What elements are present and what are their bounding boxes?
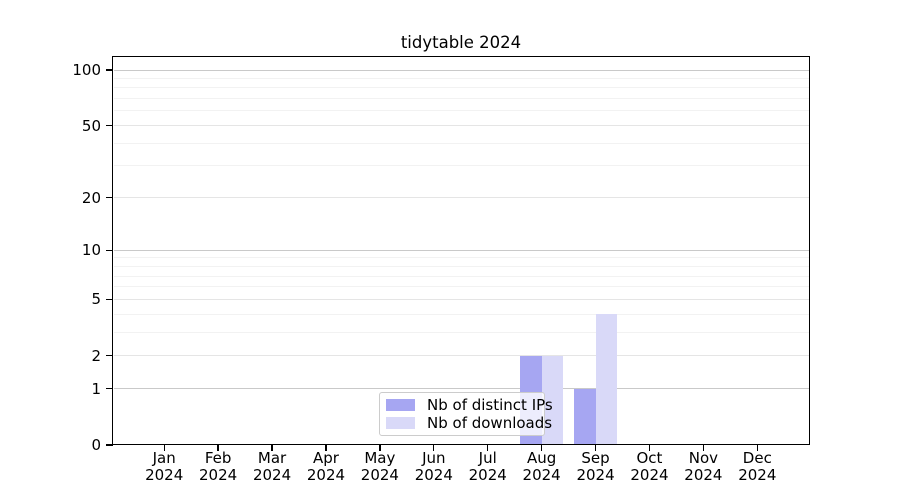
y-gridline-major: [114, 69, 809, 71]
x-tick-label-year: 2024: [576, 466, 615, 484]
y-tick-mark: [106, 124, 113, 127]
x-tick-mark: [756, 445, 758, 451]
y-tick-label: 20: [81, 188, 101, 207]
y-gridline-major: [114, 249, 809, 251]
y-gridline-minor: [114, 165, 809, 167]
legend-label-downloads: Nb of downloads: [427, 414, 553, 432]
y-gridline-mid: [114, 125, 809, 127]
bar-distinct-ips: [574, 388, 596, 444]
x-tick-label: May 2024: [350, 450, 410, 484]
x-tick-label-year: 2024: [414, 466, 453, 484]
x-tick-label-year: 2024: [630, 466, 669, 484]
x-tick-mark: [648, 445, 651, 451]
x-tick-mark: [487, 445, 489, 451]
x-tick-label: Sep 2024: [566, 450, 626, 484]
x-tick-label-month: Apr: [312, 449, 339, 467]
legend: Nb of distinct IPs Nb of downloads: [379, 392, 553, 436]
x-tick-mark: [163, 445, 165, 451]
x-tick-mark: [217, 445, 219, 451]
x-tick-label: Jun 2024: [404, 450, 464, 484]
x-tick-label-month: Jul: [478, 449, 497, 467]
y-gridline-minor: [114, 275, 809, 277]
y-tick-label: 100: [72, 61, 101, 79]
y-gridline-minor: [114, 87, 809, 89]
y-tick-mark: [106, 69, 113, 71]
y-tick-mark: [106, 196, 113, 199]
y-gridline-minor: [114, 331, 809, 333]
x-tick-label: Mar 2024: [242, 450, 302, 484]
legend-swatch-downloads: [386, 417, 415, 429]
y-tick-mark: [106, 298, 113, 301]
y-tick-mark: [106, 355, 113, 357]
chart-title: tidytable 2024: [400, 33, 522, 52]
y-gridline-minor: [114, 313, 809, 315]
x-tick-mark: [271, 445, 273, 451]
x-tick-label-month: Dec: [742, 449, 772, 467]
y-gridline-mid: [114, 197, 809, 199]
legend-swatch-distinct-ips: [386, 399, 415, 411]
x-tick-label-year: 2024: [145, 466, 184, 484]
y-gridline-minor: [114, 265, 809, 267]
legend-row-distinct-ips: Nb of distinct IPs: [386, 396, 553, 414]
x-tick-label: Apr 2024: [296, 450, 356, 484]
legend-label-distinct-ips: Nb of distinct IPs: [427, 396, 553, 414]
y-tick-label: 0: [91, 436, 101, 454]
y-gridline-mid: [114, 355, 809, 357]
y-tick-mark: [106, 444, 113, 446]
x-tick-label-year: 2024: [306, 466, 346, 484]
x-tick-label: Oct 2024: [619, 450, 679, 484]
x-tick-mark: [433, 445, 435, 451]
x-tick-label-month: Feb: [204, 449, 232, 467]
y-gridline-minor: [114, 286, 809, 288]
legend-row-downloads: Nb of downloads: [386, 414, 552, 432]
y-tick-mark: [106, 249, 113, 251]
y-tick-label: 10: [81, 241, 101, 260]
x-tick-label-month: Aug: [526, 449, 557, 467]
x-tick-mark: [325, 445, 327, 451]
y-tick-label: 1: [91, 379, 101, 398]
x-tick-mark: [594, 445, 597, 451]
x-tick-label-year: 2024: [360, 466, 399, 484]
bar-downloads: [595, 314, 618, 444]
y-tick-mark: [106, 388, 113, 390]
x-tick-label: Nov 2024: [673, 450, 733, 484]
bar-downloads: [541, 355, 564, 444]
x-tick-label: Jul 2024: [458, 450, 518, 484]
x-tick-label-month: Jan: [152, 449, 176, 467]
y-tick-label: 2: [91, 346, 101, 365]
x-tick-label-year: 2024: [468, 466, 507, 484]
y-gridline-minor: [114, 98, 809, 100]
x-tick-label-month: May: [364, 449, 396, 467]
x-tick-label-year: 2024: [199, 466, 238, 484]
x-tick-mark: [379, 445, 381, 451]
x-tick-label: Aug 2024: [512, 450, 572, 484]
y-gridline-minor: [114, 142, 809, 144]
x-tick-label-month: Oct: [636, 449, 663, 467]
x-tick-label-year: 2024: [684, 466, 723, 484]
x-tick-label-year: 2024: [252, 466, 292, 484]
x-tick-label-month: Sep: [581, 449, 610, 467]
x-tick-label-year: 2024: [738, 466, 777, 484]
y-gridline-major: [114, 388, 809, 390]
y-gridline-minor: [114, 77, 809, 79]
y-tick-label: 5: [91, 290, 101, 309]
x-tick-label-month: Mar: [257, 449, 287, 467]
x-tick-label: Jan 2024: [134, 450, 194, 484]
x-tick-mark: [702, 445, 705, 451]
y-gridline-mid: [114, 298, 809, 300]
x-tick-label-month: Jun: [422, 449, 446, 467]
x-tick-label: Feb 2024: [188, 450, 248, 484]
y-gridline-minor: [114, 110, 809, 112]
y-gridline-minor: [114, 257, 809, 259]
x-tick-label-year: 2024: [522, 466, 561, 484]
y-tick-label: 50: [81, 116, 101, 135]
x-tick-label: Dec 2024: [727, 450, 787, 484]
x-tick-mark: [540, 445, 543, 451]
x-tick-label-month: Nov: [688, 449, 719, 467]
